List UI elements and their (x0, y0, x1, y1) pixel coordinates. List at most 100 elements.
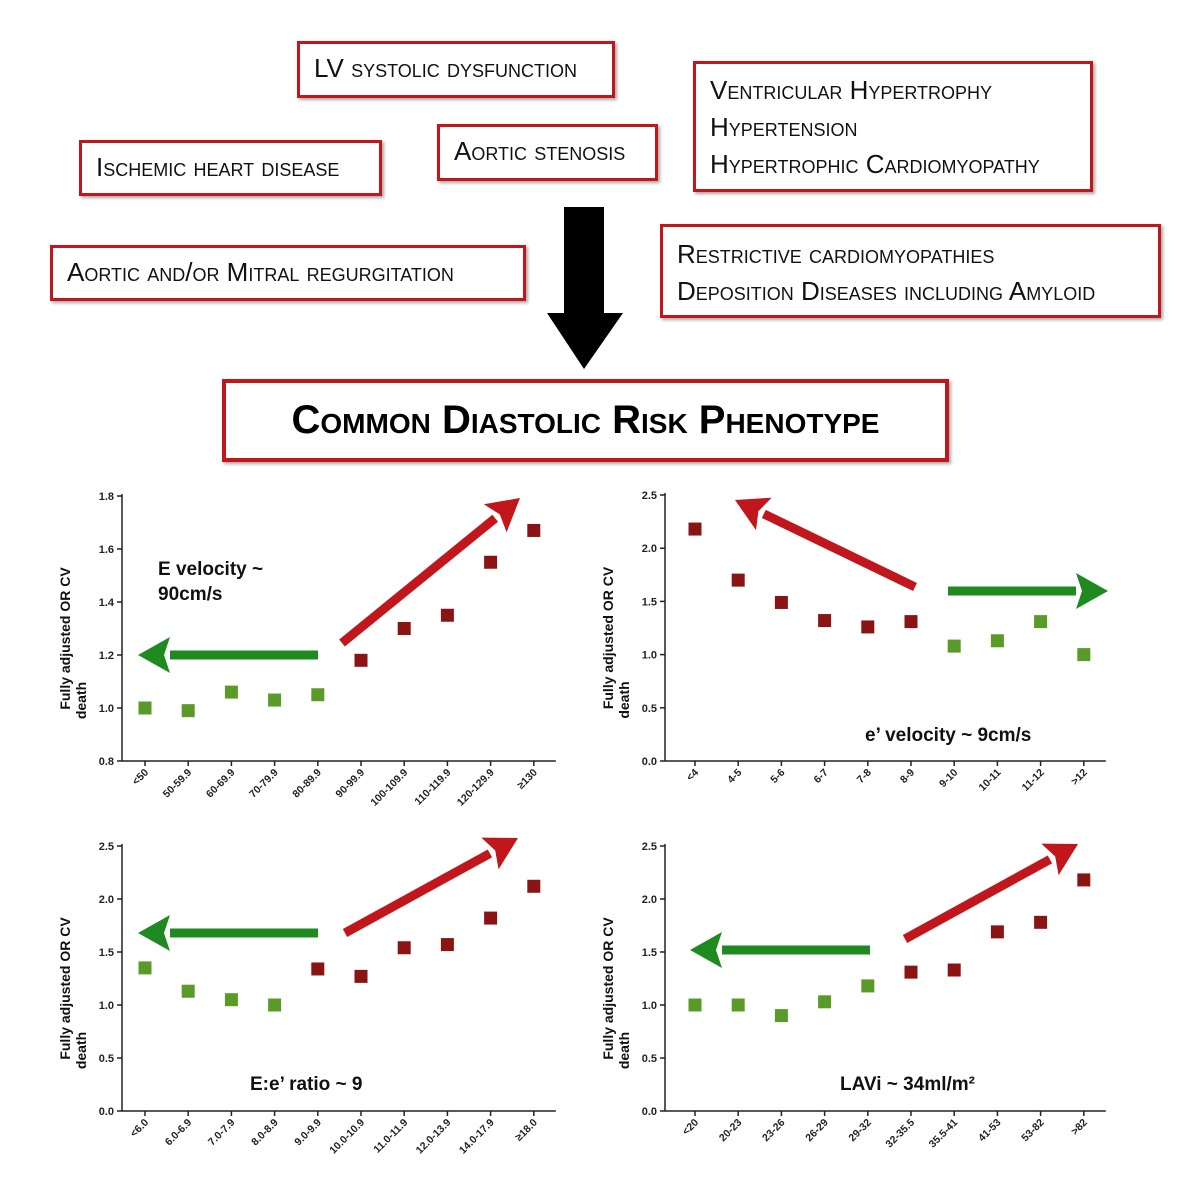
y-tick-label: 1.0 (642, 650, 657, 662)
data-point (138, 961, 152, 975)
cause-lv-dysfunction: LV systolic dysfunction (314, 53, 578, 83)
y-axis-label-line: death (73, 1032, 89, 1069)
green-trend-arrow-icon (138, 637, 318, 673)
data-point (1034, 615, 1048, 629)
y-tick-label: 2.0 (642, 894, 657, 906)
red-trend-arrow-icon (902, 843, 1078, 943)
data-point (818, 995, 832, 1009)
y-tick-label: 1.0 (99, 1000, 114, 1012)
data-point (311, 962, 325, 976)
y-axis-label-line: death (616, 681, 632, 718)
x-tick-label: <6.0 (128, 1117, 151, 1140)
y-axis-label-line: Fully adjusted OR CV (57, 567, 73, 710)
data-point (688, 522, 702, 536)
x-tick-label: ≥130 (515, 767, 540, 792)
x-tick-label: 41-53 (976, 1117, 1004, 1145)
chart-e-velocity: 0.8 1.0 1.2 1.4 1.6 1.8 Fully adjusted OR CVde… (57, 491, 556, 809)
y-tick-label: 0.0 (642, 756, 657, 768)
y-tick-label: 1.0 (99, 703, 114, 715)
cause-box-aortic-stenosis: Aortic stenosis (437, 124, 658, 181)
cause-aortic-stenosis: Aortic stenosis (454, 136, 626, 166)
y-tick-label: 1.2 (99, 650, 114, 662)
x-tick-label: 10.0-10.9 (327, 1117, 367, 1157)
x-tick-label: 6-7 (811, 767, 830, 786)
y-tick-label: 1.4 (99, 597, 115, 609)
x-tick-label: 32-35.5 (883, 1117, 917, 1151)
data-point (527, 523, 541, 537)
cause-box-restrictive: Restrictive cardiomyopathies Deposition … (660, 224, 1161, 318)
data-point (1034, 915, 1048, 929)
y-axis-label: Fully adjusted OR CVdeath (600, 917, 632, 1070)
y-axis-label: Fully adjusted OR CVdeath (600, 566, 632, 719)
x-tick-label: 20-23 (717, 1117, 745, 1145)
y-tick-label: 1.5 (99, 947, 114, 959)
x-tick-label: 53-82 (1019, 1117, 1047, 1145)
red-trend-arrow-icon-head (481, 837, 518, 870)
data-point (904, 965, 918, 979)
cause-regurgitation: Aortic and/or Mitral regurgitation (67, 257, 454, 287)
y-axis-label-line: Fully adjusted OR CV (57, 917, 73, 1060)
data-point (990, 925, 1004, 939)
y-tick-label: 1.5 (642, 947, 657, 959)
y-axis-label-line: Fully adjusted OR CV (600, 566, 616, 709)
data-point (311, 688, 325, 702)
x-tick-label: <20 (680, 1117, 701, 1138)
y-tick-label: 0.8 (99, 756, 114, 768)
data-point (224, 993, 238, 1007)
green-trend-arrow-icon-head (138, 637, 170, 673)
chart-e-e-prime-ratio: 0.0 0.5 1.0 1.5 2.0 2.5 Fully adjusted OR CVde… (57, 837, 556, 1157)
x-tick-label: 8.0-8.9 (249, 1117, 281, 1149)
x-tick-label: 29-32 (846, 1117, 874, 1145)
chart-annotation: E velocity ~ 90cm/s (158, 559, 263, 605)
data-point (990, 634, 1004, 648)
cause-box-hypertrophy: Ventricular Hypertrophy Hypertension Hyp… (693, 61, 1093, 192)
x-tick-label: 5-6 (768, 767, 787, 786)
y-tick-label: 1.8 (99, 491, 114, 503)
chart-annotation-line: LAVi ~ 34ml/m² (840, 1074, 975, 1095)
chart-lavi: 0.0 0.5 1.0 1.5 2.0 2.5 Fully adjusted OR CVde… (600, 841, 1106, 1151)
cause-hypertrophic-cardiomyopathy: Hypertrophic Cardiomyopathy (710, 149, 1040, 179)
green-trend-arrow-icon-head (138, 915, 170, 951)
x-tick-label: >82 (1069, 1117, 1090, 1138)
data-point (731, 998, 745, 1012)
chart-e-prime-velocity: 0.0 0.5 1.0 1.5 2.0 2.5 Fully adjusted OR CVde… (600, 490, 1108, 794)
phenotype-title: Common Diastolic Risk Phenotype (291, 398, 880, 442)
data-point (861, 620, 875, 634)
data-point (440, 938, 454, 952)
data-point (181, 984, 195, 998)
cause-deposition-diseases: Deposition Diseases including Amyloid (677, 276, 1096, 306)
x-tick-label: 120-129.9 (455, 767, 497, 809)
x-tick-label: <50 (130, 767, 151, 788)
x-tick-label: 8-9 (898, 767, 917, 786)
data-point (904, 615, 918, 629)
y-axis-label: Fully adjusted OR CVdeath (57, 567, 89, 720)
data-point (354, 969, 368, 983)
data-point (861, 979, 875, 993)
y-tick-label: 2.0 (99, 894, 114, 906)
data-point (484, 911, 498, 925)
data-point (947, 963, 961, 977)
y-tick-label: 2.5 (642, 490, 657, 502)
x-tick-label: 6.0-6.9 (163, 1117, 195, 1149)
x-tick-label: 100-109.9 (368, 767, 410, 809)
green-trend-arrow-icon (948, 573, 1108, 609)
chart-annotation-line: E velocity ~ (158, 559, 263, 580)
red-trend-arrow-icon-shaft (761, 509, 917, 592)
data-point (1077, 873, 1091, 887)
data-point (224, 685, 238, 699)
y-tick-label: 0.0 (642, 1106, 657, 1118)
x-tick-label: 4-5 (725, 767, 744, 786)
green-trend-arrow-icon (138, 915, 318, 951)
x-tick-label: 50-59.9 (161, 767, 195, 801)
data-point (181, 704, 195, 718)
chart-annotation: E:e’ ratio ~ 9 (250, 1074, 362, 1095)
y-tick-label: 2.5 (642, 841, 657, 853)
x-tick-label: 80-89.9 (290, 767, 324, 801)
y-tick-label: 0.5 (642, 1053, 657, 1065)
red-trend-arrow-icon (339, 498, 520, 647)
x-tick-label: 11.0-11.9 (371, 1117, 410, 1156)
y-tick-label: 0.5 (99, 1053, 114, 1065)
red-trend-arrow-icon-head (1041, 843, 1078, 876)
data-point (947, 639, 961, 653)
data-point (138, 701, 152, 715)
